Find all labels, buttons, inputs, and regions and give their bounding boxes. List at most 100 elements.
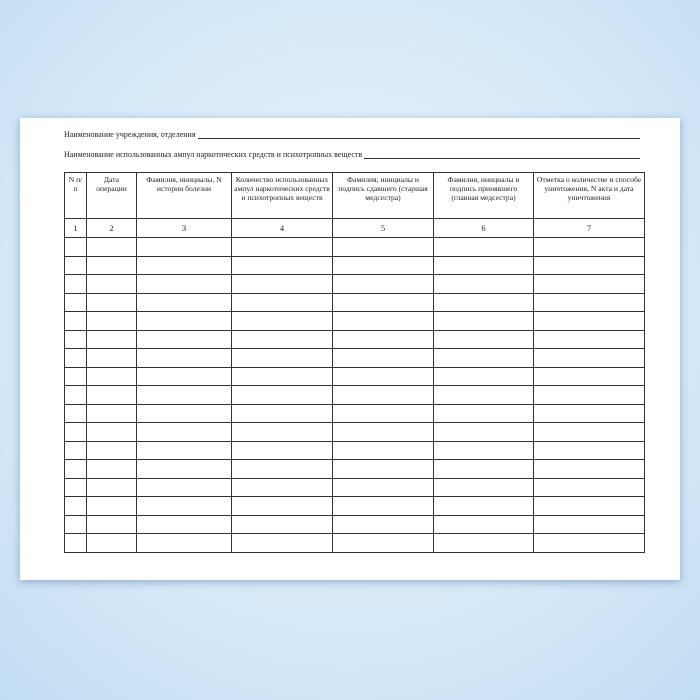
table-cell[interactable] [433,477,534,497]
table-cell[interactable] [332,422,434,442]
table-cell[interactable] [433,348,534,368]
table-cell[interactable] [332,348,434,368]
table-cell[interactable] [136,348,232,368]
table-cell[interactable] [533,533,645,553]
table-cell[interactable] [533,348,645,368]
table-cell[interactable] [86,440,137,460]
table-cell[interactable] [136,422,232,442]
table-cell[interactable] [533,311,645,331]
table-cell[interactable] [136,514,232,534]
table-cell[interactable] [231,477,333,497]
table-cell[interactable] [64,292,87,312]
table-cell[interactable] [64,348,87,368]
table-cell[interactable] [433,329,534,349]
table-cell[interactable] [332,255,434,275]
table-cell[interactable] [136,440,232,460]
table-cell[interactable] [533,274,645,294]
table-cell[interactable] [533,496,645,516]
table-cell[interactable] [64,496,87,516]
table-cell[interactable] [533,237,645,257]
table-cell[interactable] [433,496,534,516]
table-cell[interactable] [533,385,645,405]
table-cell[interactable] [136,403,232,423]
table-cell[interactable] [86,514,137,534]
table-cell[interactable] [86,385,137,405]
table-cell[interactable] [86,533,137,553]
table-cell[interactable] [433,292,534,312]
table-cell[interactable] [136,237,232,257]
institution-line[interactable]: Наименование учреждения, отделения [64,130,640,139]
table-cell[interactable] [64,255,87,275]
table-cell[interactable] [231,255,333,275]
table-cell[interactable] [433,440,534,460]
table-cell[interactable] [136,496,232,516]
table-cell[interactable] [86,422,137,442]
table-cell[interactable] [231,459,333,479]
table-cell[interactable] [231,403,333,423]
table-cell[interactable] [64,403,87,423]
table-cell[interactable] [136,459,232,479]
table-cell[interactable] [533,459,645,479]
table-cell[interactable] [533,329,645,349]
table-cell[interactable] [433,533,534,553]
table-cell[interactable] [136,366,232,386]
table-cell[interactable] [86,329,137,349]
table-cell[interactable] [533,292,645,312]
table-cell[interactable] [231,292,333,312]
table-cell[interactable] [433,422,534,442]
table-cell[interactable] [136,255,232,275]
table-cell[interactable] [433,274,534,294]
table-cell[interactable] [332,459,434,479]
table-cell[interactable] [86,292,137,312]
table-cell[interactable] [332,292,434,312]
table-cell[interactable] [86,311,137,331]
table-cell[interactable] [86,255,137,275]
table-cell[interactable] [533,514,645,534]
table-cell[interactable] [231,348,333,368]
table-cell[interactable] [136,385,232,405]
table-cell[interactable] [231,274,333,294]
table-cell[interactable] [231,237,333,257]
table-cell[interactable] [332,366,434,386]
table-cell[interactable] [332,496,434,516]
table-cell[interactable] [332,440,434,460]
table-cell[interactable] [231,440,333,460]
table-cell[interactable] [433,311,534,331]
table-cell[interactable] [136,274,232,294]
table-cell[interactable] [332,311,434,331]
table-cell[interactable] [64,311,87,331]
table-cell[interactable] [231,422,333,442]
table-cell[interactable] [332,237,434,257]
table-cell[interactable] [433,255,534,275]
table-cell[interactable] [86,348,137,368]
table-cell[interactable] [136,329,232,349]
table-cell[interactable] [64,440,87,460]
table-cell[interactable] [64,533,87,553]
table-cell[interactable] [332,514,434,534]
table-cell[interactable] [533,366,645,386]
table-cell[interactable] [332,403,434,423]
table-cell[interactable] [231,533,333,553]
table-cell[interactable] [64,274,87,294]
table-cell[interactable] [533,255,645,275]
table-cell[interactable] [533,422,645,442]
substances-line[interactable]: Наименование использованных ампул наркот… [64,150,640,159]
table-cell[interactable] [136,533,232,553]
table-cell[interactable] [136,292,232,312]
table-cell[interactable] [231,329,333,349]
table-cell[interactable] [433,459,534,479]
table-cell[interactable] [332,385,434,405]
table-cell[interactable] [533,477,645,497]
table-cell[interactable] [64,422,87,442]
table-cell[interactable] [64,329,87,349]
table-cell[interactable] [64,477,87,497]
table-cell[interactable] [136,477,232,497]
table-cell[interactable] [86,237,137,257]
table-cell[interactable] [86,274,137,294]
table-cell[interactable] [136,311,232,331]
table-cell[interactable] [86,459,137,479]
table-cell[interactable] [64,385,87,405]
table-cell[interactable] [231,514,333,534]
substances-field[interactable] [364,150,640,159]
table-cell[interactable] [231,311,333,331]
